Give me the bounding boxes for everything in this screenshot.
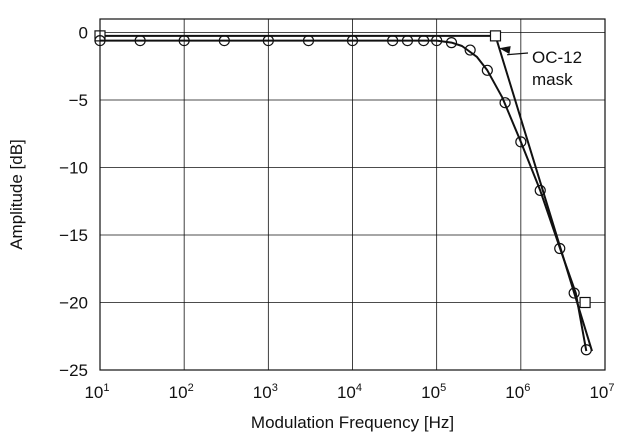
circle-marker: [302, 34, 315, 47]
x-tick-exponent: 7: [608, 382, 614, 394]
x-tick-exponent: 1: [103, 382, 109, 394]
x-tick-base: 10: [421, 383, 440, 402]
circle-marker: [387, 34, 399, 47]
x-tick-label: 102: [169, 382, 194, 402]
y-tick-label: −5: [69, 91, 88, 110]
series-line: [100, 39, 588, 352]
x-tick-exponent: 4: [356, 382, 362, 394]
series-square: [94, 30, 593, 352]
circle-marker: [554, 242, 566, 255]
square-marker: [579, 296, 591, 309]
circle-marker: [568, 287, 580, 299]
annotations: OC-12 mask: [499, 46, 582, 89]
annotation-text: OC-12: [532, 48, 582, 67]
x-tick-label: 101: [84, 382, 109, 402]
circle-marker: [445, 37, 458, 49]
annotation-arrow-line: [507, 52, 529, 56]
grid: [100, 19, 605, 370]
annotation-arrowhead: [499, 46, 511, 54]
x-axis-label: Modulation Frequency [Hz]: [251, 413, 454, 432]
x-tick-label: 106: [505, 382, 530, 402]
x-tick-label: 104: [337, 382, 362, 402]
circle-marker: [178, 34, 190, 47]
circle-marker: [464, 44, 476, 56]
x-tick-exponent: 6: [524, 382, 530, 394]
x-tick-base: 10: [589, 383, 608, 402]
series-circle: [94, 34, 592, 356]
circle-marker: [481, 64, 493, 76]
y-tick-label: −25: [59, 361, 88, 380]
x-tick-label: 107: [589, 382, 614, 402]
series-layer: [94, 30, 593, 356]
circle-marker: [534, 184, 546, 197]
series-line: [100, 34, 593, 352]
x-tick-exponent: 5: [440, 382, 446, 394]
y-tick-label: −10: [59, 159, 88, 178]
x-tick-base: 10: [505, 383, 524, 402]
y-tick-label: 0: [79, 24, 88, 43]
y-tick-label: −15: [59, 226, 88, 245]
circle-marker: [346, 34, 359, 47]
circle-marker: [134, 34, 146, 47]
square-marker: [489, 30, 502, 42]
circle-marker: [418, 34, 430, 47]
circle-marker: [580, 344, 592, 356]
x-tick-exponent: 3: [272, 382, 278, 394]
x-tick-base: 10: [337, 383, 356, 402]
y-tick-label: −20: [59, 294, 88, 313]
y-axis-label: Amplitude [dB]: [7, 139, 26, 250]
x-tick-label: 105: [421, 382, 446, 402]
annotation-text: mask: [532, 70, 573, 89]
circle-marker: [431, 34, 443, 47]
circle-marker: [499, 97, 511, 109]
x-tick-base: 10: [253, 383, 272, 402]
circle-marker: [515, 136, 527, 148]
plot-frame: [99, 18, 606, 371]
x-tick-exponent: 2: [188, 382, 194, 394]
circle-marker: [262, 34, 274, 47]
x-tick-base: 10: [84, 383, 103, 402]
circle-marker: [218, 34, 230, 47]
circle-marker: [401, 34, 414, 47]
x-tick-label: 103: [253, 382, 278, 402]
x-tick-base: 10: [169, 383, 188, 402]
